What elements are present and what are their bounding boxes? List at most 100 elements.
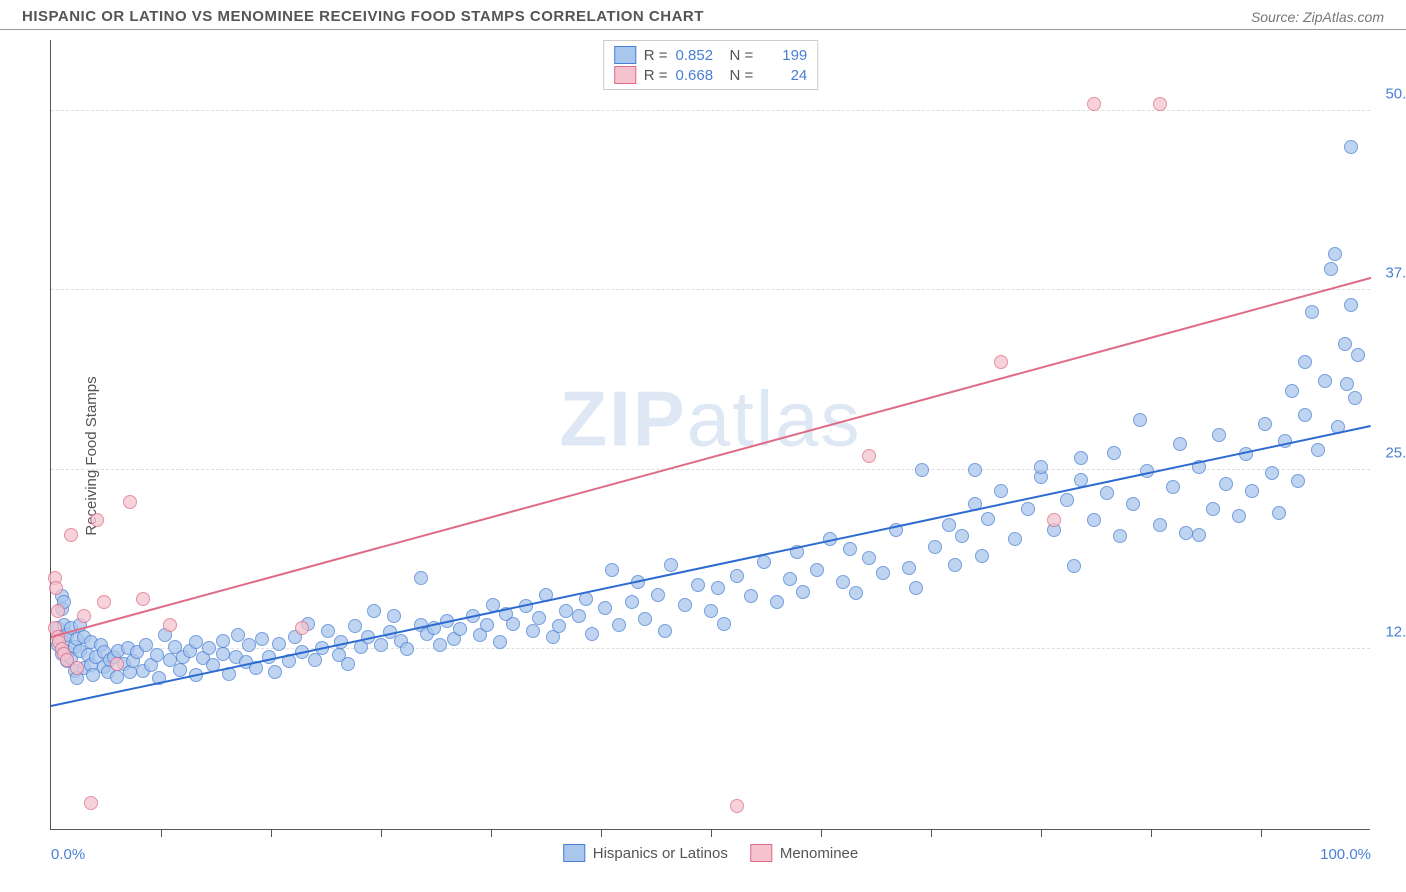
data-point <box>955 529 969 543</box>
data-point <box>810 563 824 577</box>
data-point <box>480 618 494 632</box>
x-tick <box>1151 829 1152 837</box>
data-point <box>658 624 672 638</box>
data-point <box>189 635 203 649</box>
gridline <box>51 110 1370 111</box>
data-point <box>994 355 1008 369</box>
legend-swatch <box>563 844 585 862</box>
data-point <box>1087 513 1101 527</box>
data-point <box>730 569 744 583</box>
data-point <box>295 621 309 635</box>
legend-series-label: Hispanics or Latinos <box>593 845 728 862</box>
legend-row: R =0.668N =24 <box>614 65 808 85</box>
legend-n-label: N = <box>730 67 754 84</box>
legend-n-value: 199 <box>761 47 807 64</box>
data-point <box>651 588 665 602</box>
data-point <box>1087 97 1101 111</box>
chart-container: Receiving Food Stamps ZIPatlas R =0.852N… <box>0 30 1406 882</box>
data-point <box>1179 526 1193 540</box>
legend-n-value: 24 <box>761 67 807 84</box>
data-point <box>1258 417 1272 431</box>
data-point <box>1348 391 1362 405</box>
x-tick <box>711 829 712 837</box>
data-point <box>1153 97 1167 111</box>
legend-item: Menominee <box>750 843 858 863</box>
x-tick <box>601 829 602 837</box>
data-point <box>272 637 286 651</box>
legend-series-label: Menominee <box>780 845 858 862</box>
data-point <box>387 609 401 623</box>
data-point <box>1324 262 1338 276</box>
y-tick-label: 12.5% <box>1385 624 1406 641</box>
data-point <box>70 661 84 675</box>
data-point <box>552 619 566 633</box>
data-point <box>433 638 447 652</box>
data-point <box>942 518 956 532</box>
data-point <box>77 609 91 623</box>
data-point <box>1305 305 1319 319</box>
data-point <box>1008 532 1022 546</box>
x-tick <box>161 829 162 837</box>
data-point <box>902 561 916 575</box>
data-point <box>1245 484 1259 498</box>
data-point <box>173 663 187 677</box>
legend-row: R = 0.852 N = 199 <box>614 45 808 65</box>
x-tick <box>491 829 492 837</box>
data-point <box>638 612 652 626</box>
data-point <box>909 581 923 595</box>
data-point <box>836 575 850 589</box>
data-point <box>605 563 619 577</box>
data-point <box>1166 480 1180 494</box>
gridline <box>51 289 1370 290</box>
plot-area: ZIPatlas R =0.852N =199R =0.668N =24 His… <box>50 40 1370 830</box>
data-point <box>704 604 718 618</box>
data-point <box>374 638 388 652</box>
data-point <box>1060 493 1074 507</box>
data-point <box>97 595 111 609</box>
data-point <box>216 634 230 648</box>
data-point <box>757 555 771 569</box>
data-point <box>862 551 876 565</box>
data-point <box>64 528 78 542</box>
data-point <box>1351 348 1365 362</box>
data-point <box>1153 518 1167 532</box>
data-point <box>1047 513 1061 527</box>
data-point <box>691 578 705 592</box>
data-point <box>1265 466 1279 480</box>
data-point <box>341 657 355 671</box>
x-tick <box>1261 829 1262 837</box>
data-point <box>202 641 216 655</box>
data-point <box>598 601 612 615</box>
data-point <box>348 619 362 633</box>
legend-n-label: N = <box>730 47 754 64</box>
x-tick <box>931 829 932 837</box>
data-point <box>84 796 98 810</box>
data-point <box>678 598 692 612</box>
data-point <box>1344 140 1358 154</box>
data-point <box>136 592 150 606</box>
data-point <box>1318 374 1332 388</box>
x-tick <box>1041 829 1042 837</box>
x-tick <box>271 829 272 837</box>
data-point <box>367 604 381 618</box>
data-point <box>51 604 65 618</box>
data-point <box>928 540 942 554</box>
data-point <box>862 449 876 463</box>
data-point <box>915 463 929 477</box>
data-point <box>1298 408 1312 422</box>
data-point <box>625 595 639 609</box>
data-point <box>268 665 282 679</box>
data-point <box>216 647 230 661</box>
data-point <box>255 632 269 646</box>
data-point <box>585 627 599 641</box>
legend-item: Hispanics or Latinos <box>563 843 728 863</box>
data-point <box>1344 298 1358 312</box>
watermark: ZIPatlas <box>559 373 861 464</box>
data-point <box>321 624 335 638</box>
legend-swatch <box>750 844 772 862</box>
legend-r-label: R = <box>644 47 668 64</box>
legend-stats: R =0.852N =199R =0.668N =24 <box>603 40 819 90</box>
legend-r-value: 0.852 <box>676 47 722 64</box>
legend-r-label: R = <box>644 67 668 84</box>
data-point <box>1232 509 1246 523</box>
